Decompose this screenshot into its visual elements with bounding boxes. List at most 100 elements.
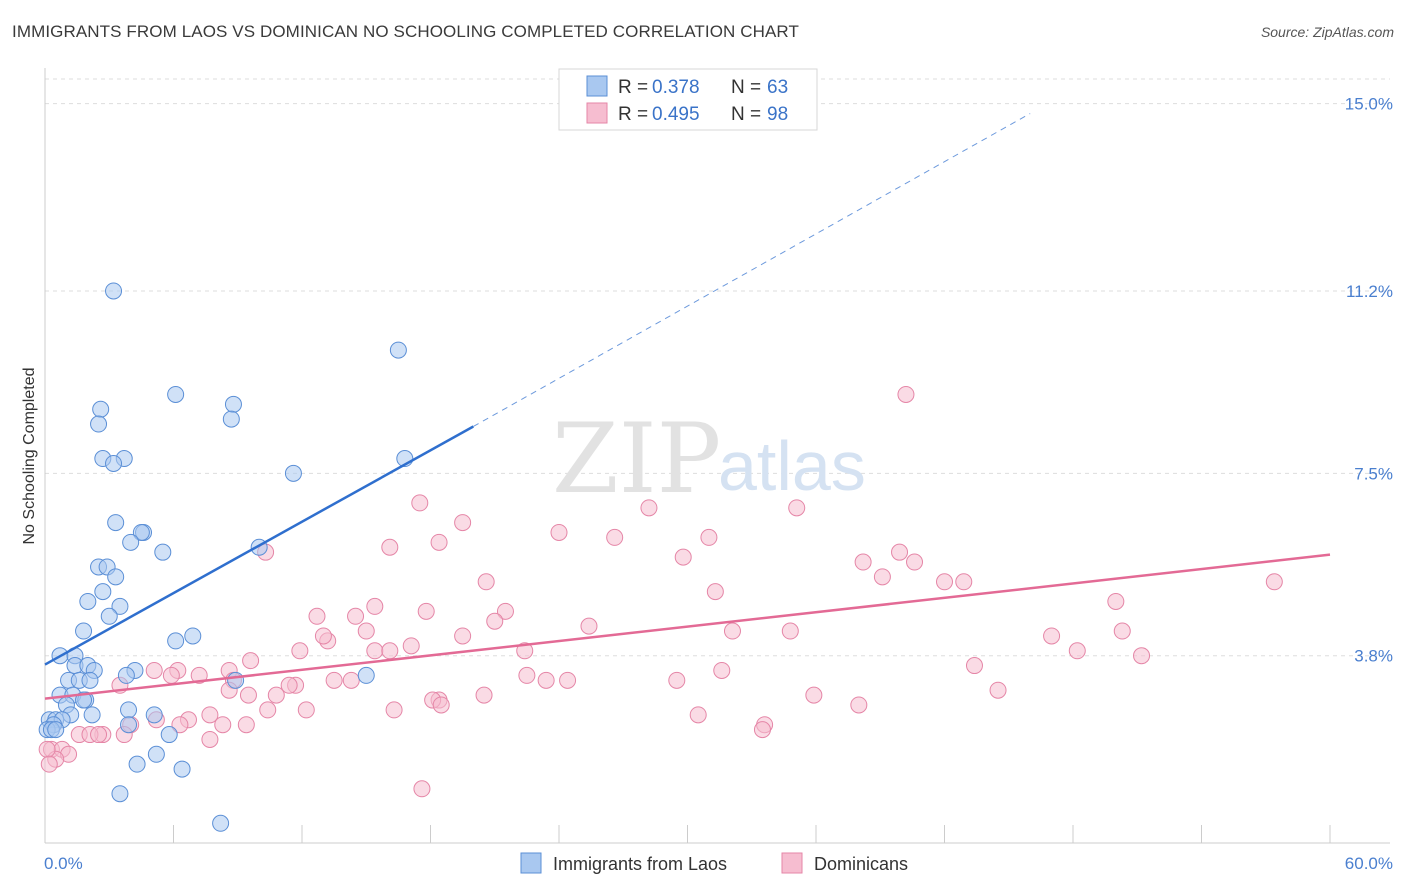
point-dominicans-11	[674, 548, 692, 566]
point-laos-6	[90, 415, 108, 433]
point-dominicans-23	[417, 602, 435, 620]
point-dominicans-43	[1133, 647, 1151, 665]
bottom-legend-swatch-laos	[520, 852, 542, 874]
point-dominicans-97	[40, 755, 58, 773]
point-dominicans-66	[805, 686, 823, 704]
point-dominicans-42	[1068, 642, 1086, 660]
point-dominicans-17	[873, 568, 891, 586]
point-dominicans-55	[342, 671, 360, 689]
trend-line-dominicans	[44, 553, 1331, 700]
point-laos-22	[79, 592, 97, 610]
point-laos-0	[105, 282, 123, 300]
y-tick-label-2: 11.2%	[1346, 282, 1393, 301]
point-laos-1	[389, 341, 407, 359]
point-dominicans-13	[906, 553, 924, 571]
point-laos-39	[357, 666, 375, 684]
point-dominicans-89	[90, 726, 108, 744]
point-dominicans-38	[402, 637, 420, 655]
x-tick-labels: 0.0% 60.0%	[44, 854, 1393, 873]
point-dominicans-41	[516, 642, 534, 660]
point-dominicans-0	[897, 385, 915, 403]
point-laos-11	[284, 464, 302, 482]
legend-top: R = 0.378 N = 63 R = 0.495 N = 98	[558, 68, 818, 131]
point-dominicans-90	[201, 730, 219, 748]
point-laos-14	[132, 523, 150, 541]
point-laos-44	[75, 691, 93, 709]
chart-source: Source: ZipAtlas.com	[1260, 24, 1394, 40]
trend-lines	[44, 113, 1331, 700]
point-laos-55	[120, 716, 138, 734]
bottom-legend-label-dominicans: Dominicans	[814, 854, 908, 874]
point-dominicans-5	[550, 523, 568, 541]
point-dominicans-70	[432, 696, 450, 714]
point-laos-2	[167, 385, 185, 403]
point-dominicans-29	[580, 617, 598, 635]
legend-r-value-laos: 0.378	[652, 77, 700, 98]
legend-swatch-laos	[586, 75, 608, 97]
point-dominicans-35	[1043, 627, 1061, 645]
point-laos-37	[117, 666, 135, 684]
point-laos-23	[111, 597, 129, 615]
point-laos-38	[227, 671, 245, 689]
point-dominicans-36	[1113, 622, 1131, 640]
point-laos-62	[47, 721, 65, 739]
point-dominicans-80	[171, 716, 189, 734]
point-dominicans-57	[559, 671, 577, 689]
point-dominicans-34	[781, 622, 799, 640]
grid-lines	[45, 78, 1390, 657]
legend-n-value-laos: 63	[767, 77, 788, 98]
bottom-legend-label-laos: Immigrants from Laos	[553, 854, 727, 874]
point-dominicans-63	[239, 686, 257, 704]
point-dominicans-54	[325, 671, 343, 689]
point-laos-59	[173, 760, 191, 778]
point-dominicans-52	[190, 666, 208, 684]
legend-n-value-dominicans: 98	[767, 104, 788, 125]
point-laos-26	[184, 627, 202, 645]
y-tick-label-3: 15.0%	[1345, 95, 1393, 114]
point-dominicans-58	[668, 671, 686, 689]
point-dominicans-4	[454, 514, 472, 532]
point-dominicans-26	[347, 607, 365, 625]
point-dominicans-51	[162, 666, 180, 684]
point-dominicans-72	[259, 701, 277, 719]
point-dominicans-22	[366, 597, 384, 615]
point-laos-20	[107, 568, 125, 586]
point-laos-3	[224, 395, 242, 413]
legend-n-label-laos: N =	[731, 77, 761, 98]
point-dominicans-3	[788, 499, 806, 517]
y-tick-label-0: 3.8%	[1354, 647, 1393, 666]
point-dominicans-75	[689, 706, 707, 724]
point-dominicans-71	[850, 696, 868, 714]
watermark-atlas: atlas	[718, 427, 866, 505]
point-dominicans-50	[965, 657, 983, 675]
point-laos-17	[154, 543, 172, 561]
point-dominicans-28	[357, 622, 375, 640]
point-laos-36	[81, 671, 99, 689]
point-laos-24	[100, 607, 118, 625]
point-laos-5	[222, 410, 240, 428]
point-dominicans-45	[145, 661, 163, 679]
point-laos-56	[160, 726, 178, 744]
point-dominicans-2	[640, 499, 658, 517]
point-dominicans-95	[413, 780, 431, 798]
point-laos-15	[122, 533, 140, 551]
legend-r-label-laos: R =	[618, 77, 648, 98]
point-laos-27	[167, 632, 185, 650]
point-dominicans-39	[291, 642, 309, 660]
point-dominicans-65	[475, 686, 493, 704]
point-laos-48	[145, 706, 163, 724]
point-laos-4	[92, 400, 110, 418]
point-dominicans-81	[214, 716, 232, 734]
point-dominicans-25	[308, 607, 326, 625]
x-tick-label-0: 0.0%	[44, 854, 83, 873]
data-points	[38, 282, 1283, 832]
point-dominicans-32	[454, 627, 472, 645]
point-dominicans-27	[486, 612, 504, 630]
point-laos-61	[212, 814, 230, 832]
point-dominicans-18	[936, 573, 953, 591]
y-axis-label: No Schooling Completed	[21, 368, 38, 545]
point-dominicans-84	[753, 721, 771, 739]
point-dominicans-15	[477, 573, 495, 591]
point-dominicans-48	[518, 666, 536, 684]
y-tick-labels: 3.8% 7.5% 11.2% 15.0%	[1345, 95, 1393, 666]
